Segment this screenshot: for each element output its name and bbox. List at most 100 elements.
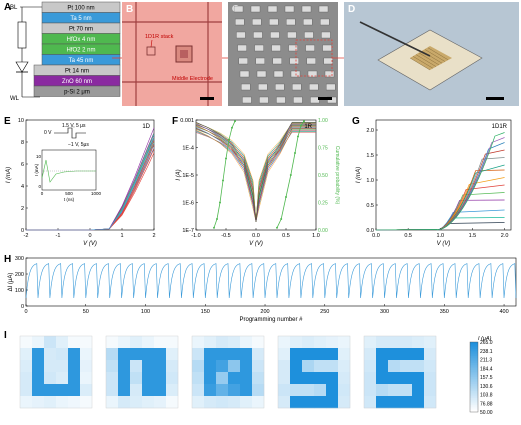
diode-symbol: [15, 61, 29, 73]
x-tick-label: 0.5: [282, 233, 290, 239]
heatmap-cell: [412, 360, 425, 373]
heatmap-cell: [302, 348, 315, 361]
colorbar-segment: [470, 401, 478, 404]
wl-label: WL: [10, 96, 20, 102]
sem-cell: [273, 70, 284, 78]
x-tick-label: 0.5: [404, 233, 412, 239]
cdf-point: [280, 218, 283, 220]
heatmap-cell: [376, 348, 389, 361]
x-axis-label: Programming number #: [239, 317, 303, 323]
heatmap-cell: [154, 396, 167, 409]
x-tick-label: 0.0: [252, 233, 260, 239]
compliance-curve: [375, 177, 505, 231]
cdf-point: [297, 135, 299, 138]
micrograph-b: [122, 2, 222, 106]
panel-b: B 1D1R stack Middle Electrode: [122, 2, 232, 106]
chip-grid-line: [415, 54, 437, 67]
heatmap-cell: [252, 360, 265, 373]
heatmap-cell: [338, 336, 351, 349]
x-tick-label: 1.0: [312, 233, 320, 239]
layer-label: ZnO 60 nm: [62, 79, 92, 85]
heatmap-cell: [278, 372, 291, 385]
heatmap-cell: [228, 384, 241, 397]
colorbar-segment: [470, 347, 478, 350]
iv-curve: [195, 128, 316, 222]
heatmap-cell: [166, 336, 179, 349]
heatmap-cell: [240, 372, 253, 385]
layer-label: HfOx 4 nm: [67, 37, 96, 43]
heatmap-cell: [80, 372, 93, 385]
x-tick-label: 0: [88, 233, 91, 239]
inset-x-tick: 0: [41, 191, 44, 196]
cdf-point: [228, 138, 230, 141]
heatmap-cell: [216, 372, 229, 385]
heatmap-cell: [326, 396, 339, 409]
chip-grid-line: [412, 56, 434, 69]
inset-x-label: t (ns): [64, 197, 75, 202]
iv-curve: [195, 126, 316, 222]
y-tick-label: 0: [21, 228, 24, 234]
sem-cell: [270, 31, 280, 39]
heatmap-cell: [252, 384, 265, 397]
compliance-curve: [375, 184, 505, 231]
heatmap-cell: [56, 372, 69, 385]
colorbar-segment: [470, 382, 478, 385]
colorbar-segment: [470, 345, 478, 348]
colorbar-segment: [470, 385, 478, 388]
heatmap-cell: [106, 336, 119, 349]
heatmap-cell: [204, 384, 217, 397]
iv-curve: [195, 130, 316, 222]
sem-cell: [275, 83, 285, 91]
y2-tick-label: 0.25: [318, 201, 328, 207]
heatmap-cell: [32, 336, 45, 349]
iv-curve: [195, 124, 316, 222]
colorbar-tick: 238.1: [480, 349, 493, 355]
scale-bar-c: [318, 97, 332, 100]
panel-e-tag: 1D: [142, 124, 150, 130]
heatmap-cell: [376, 360, 389, 373]
heatmap-cell: [314, 384, 327, 397]
iv-curve: [195, 129, 316, 222]
y-tick-label: 1.5: [366, 153, 374, 159]
heatmap-cell: [130, 336, 143, 349]
heatmap-cell: [424, 348, 437, 361]
sem-cell: [286, 18, 296, 26]
panel-e: E -2 -1 0 1 2 0 2 4 6 8 10 1D V (V) I (mA) 1.5 V, 5 μs 0…: [4, 116, 156, 247]
heatmap-cell: [364, 384, 377, 397]
heatmap-cell: [240, 360, 253, 373]
colorbar-segment: [470, 405, 478, 408]
colorbar-segment: [470, 394, 478, 397]
heatmap-cell: [142, 336, 155, 349]
heatmap-cell: [424, 396, 437, 409]
y-tick-label: 2: [21, 206, 24, 212]
pulse-zero-label: 0 V: [44, 130, 52, 136]
heatmap-cell: [32, 372, 45, 385]
colorbar-segment: [470, 361, 478, 364]
heatmap-cell: [130, 384, 143, 397]
inset-y-tick: 10: [36, 154, 42, 159]
sem-cell: [322, 44, 332, 52]
sem-cell: [240, 83, 251, 91]
sem-cell: [254, 44, 264, 52]
cdf-point: [219, 201, 221, 204]
colorbar-segment: [470, 349, 478, 352]
heatmap-cell: [56, 360, 69, 373]
sem-cell: [326, 83, 336, 91]
y-tick-label: 100: [15, 288, 24, 294]
compliance-curve: [375, 164, 505, 231]
heatmap-cell: [302, 372, 315, 385]
heatmap-cell: [314, 360, 327, 373]
heatmap-cell: [68, 384, 81, 397]
y-axis-label: I (A): [176, 169, 182, 180]
sem-cell: [272, 57, 282, 65]
x-axis-label: V (V): [249, 241, 263, 247]
sem-cell: [242, 96, 252, 104]
heatmap-cell: [424, 360, 437, 373]
heatmap-cell: [44, 372, 57, 385]
x-tick-label: -1.0: [191, 233, 200, 239]
y-tick-label: 6: [21, 162, 24, 168]
sem-cell: [237, 44, 247, 52]
x-tick-label: 0.0: [372, 233, 380, 239]
heatmap-frame: [277, 335, 351, 409]
